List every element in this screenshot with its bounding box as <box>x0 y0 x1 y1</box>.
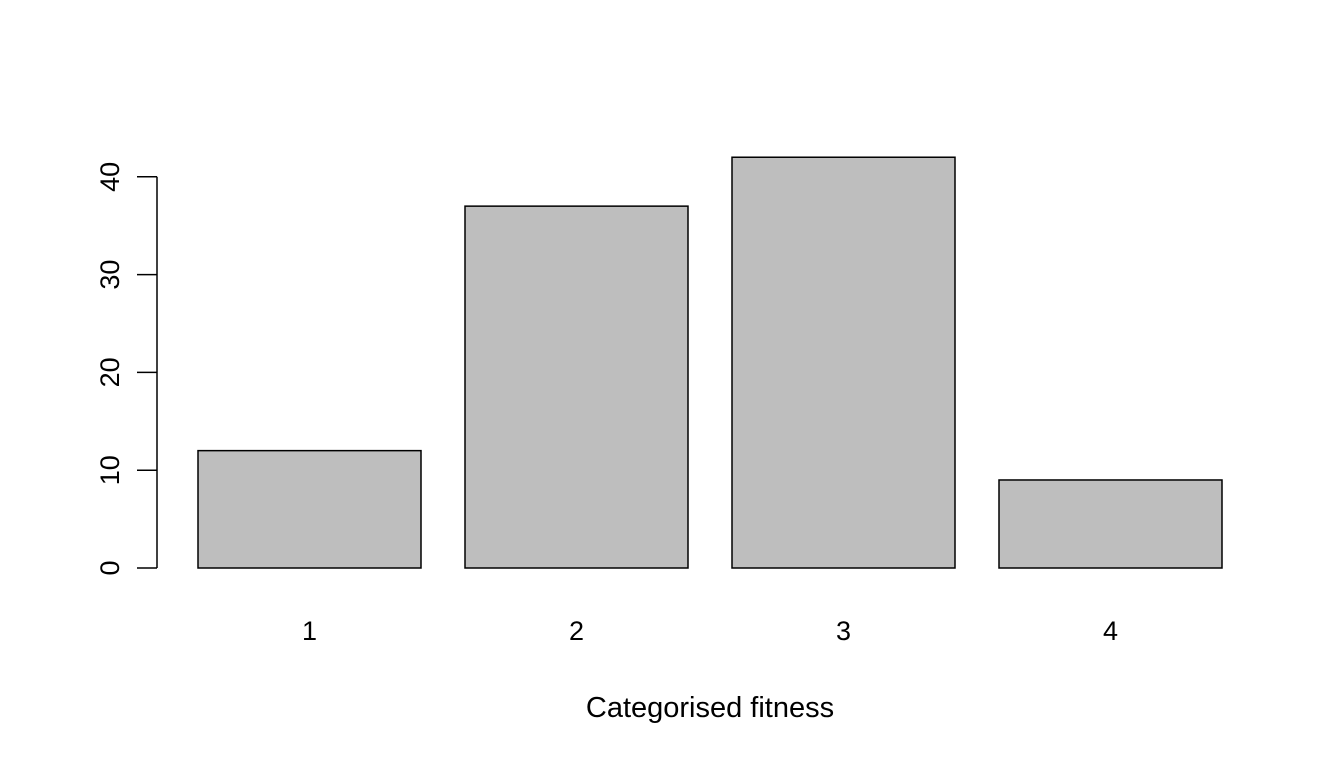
y-tick-label: 40 <box>95 162 125 192</box>
y-tick-label: 0 <box>95 560 125 575</box>
bar-4 <box>998 479 1223 569</box>
x-tick-label: 2 <box>569 616 584 646</box>
x-tick-labels: 1 2 3 4 <box>302 616 1118 646</box>
y-tick-label: 10 <box>95 455 125 485</box>
bar-2 <box>464 205 689 569</box>
y-axis: 0 10 20 30 40 <box>95 162 158 576</box>
y-tick-label: 30 <box>95 260 125 290</box>
x-tick-label: 4 <box>1103 616 1118 646</box>
y-tick-label: 20 <box>95 357 125 387</box>
x-tick-label: 3 <box>836 616 851 646</box>
x-axis-title: Categorised fitness <box>586 692 834 724</box>
bar-3 <box>731 156 956 569</box>
x-tick-label: 1 <box>302 616 317 646</box>
bar-1 <box>197 449 422 569</box>
bars <box>197 156 1223 569</box>
